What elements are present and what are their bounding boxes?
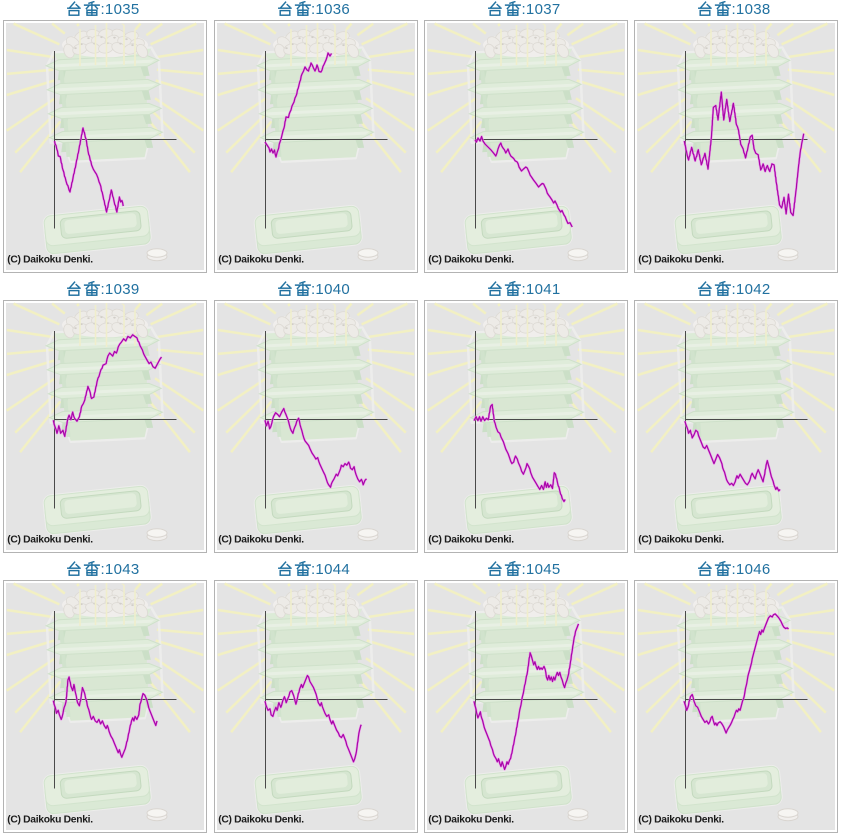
svg-text:(C) Daikoku Denki.: (C) Daikoku Denki. [428, 254, 514, 265]
svg-text:(C) Daikoku Denki.: (C) Daikoku Denki. [218, 254, 304, 265]
svg-text:(C) Daikoku Denki.: (C) Daikoku Denki. [638, 814, 724, 825]
svg-text:(C) Daikoku Denki.: (C) Daikoku Denki. [428, 814, 514, 825]
svg-text:(C) Daikoku Denki.: (C) Daikoku Denki. [218, 814, 304, 825]
svg-text:(C) Daikoku Denki.: (C) Daikoku Denki. [7, 254, 93, 265]
svg-text:(C) Daikoku Denki.: (C) Daikoku Denki. [638, 534, 724, 545]
svg-text:(C) Daikoku Denki.: (C) Daikoku Denki. [428, 534, 514, 545]
svg-text:(C) Daikoku Denki.: (C) Daikoku Denki. [7, 814, 93, 825]
svg-text:(C) Daikoku Denki.: (C) Daikoku Denki. [218, 534, 304, 545]
svg-text:(C) Daikoku Denki.: (C) Daikoku Denki. [638, 254, 724, 265]
svg-text:(C) Daikoku Denki.: (C) Daikoku Denki. [7, 534, 93, 545]
